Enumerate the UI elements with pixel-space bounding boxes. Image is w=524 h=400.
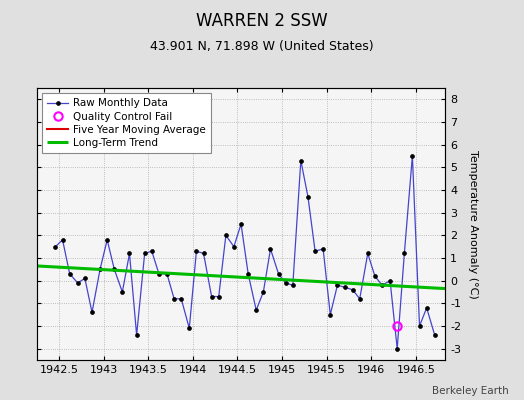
Text: 43.901 N, 71.898 W (United States): 43.901 N, 71.898 W (United States): [150, 40, 374, 53]
Raw Monthly Data: [432, 333, 438, 338]
Raw Monthly Data: [52, 244, 59, 249]
Raw Monthly Data: [409, 154, 416, 158]
Raw Monthly Data: [282, 280, 289, 285]
Text: WARREN 2 SSW: WARREN 2 SSW: [196, 12, 328, 30]
Raw Monthly Data: [186, 326, 192, 331]
Raw Monthly Data: [82, 276, 88, 281]
Y-axis label: Temperature Anomaly (°C): Temperature Anomaly (°C): [468, 150, 478, 298]
Raw Monthly Data: [231, 244, 237, 249]
Raw Monthly Data: [253, 308, 259, 312]
Text: Berkeley Earth: Berkeley Earth: [432, 386, 508, 396]
Legend: Raw Monthly Data, Quality Control Fail, Five Year Moving Average, Long-Term Tren: Raw Monthly Data, Quality Control Fail, …: [42, 93, 211, 153]
Raw Monthly Data: [394, 346, 400, 351]
Line: Raw Monthly Data: Raw Monthly Data: [53, 154, 436, 351]
Raw Monthly Data: [298, 158, 304, 163]
